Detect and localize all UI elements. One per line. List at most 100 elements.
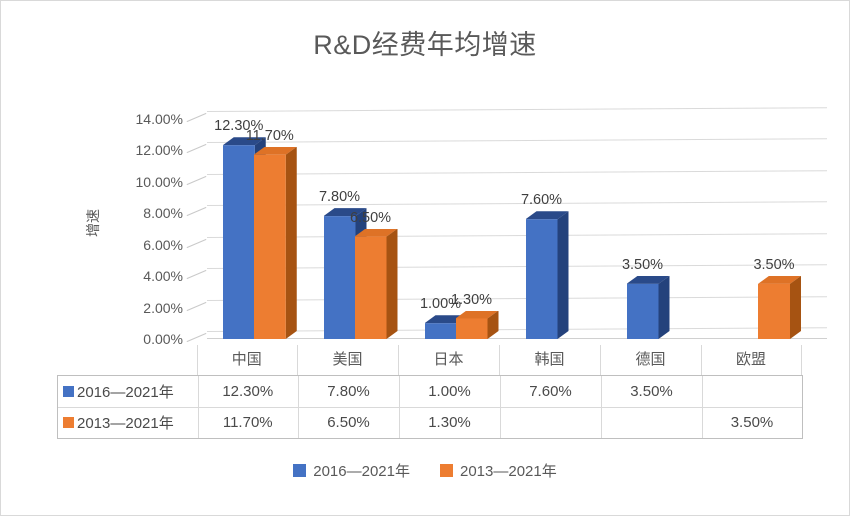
bar-front-face (626, 283, 659, 339)
y-axis-tick (186, 269, 207, 280)
bar-2013—2021年-美国 (354, 228, 398, 339)
table-cell (500, 407, 601, 438)
legend-item: 2016—2021年 (293, 460, 410, 481)
data-label: 7.80% (318, 189, 361, 206)
x-category-label: 德国 (635, 351, 666, 368)
plot-floor-edge (207, 338, 827, 339)
y-tick-label: 4.00% (143, 268, 183, 284)
table-cell: 1.00% (428, 383, 471, 400)
legend-label: 2016—2021年 (313, 463, 410, 480)
bar-top-face (424, 315, 468, 324)
legend-label: 2013—2021年 (460, 463, 557, 480)
bar-2016—2021年-德国 (626, 275, 670, 339)
y-tick-label: 8.00% (143, 205, 183, 221)
table-legend-key: 2016—2021年 (58, 376, 198, 407)
bar-top-face (222, 137, 266, 146)
grid-line (206, 295, 827, 301)
grid-line (206, 201, 827, 206)
bar-front-face (455, 318, 488, 339)
bar-front-face (424, 323, 457, 339)
y-axis-tick (186, 301, 207, 311)
chart-title: R&D经费年均增速 (313, 30, 537, 60)
y-axis-tick (186, 206, 207, 217)
bar-top-face (354, 228, 398, 237)
table-cell: 12.30% (222, 383, 274, 400)
category-divider (196, 345, 198, 375)
bar-top-face (323, 208, 367, 217)
x-category-label: 美国 (332, 351, 363, 368)
grid-line (206, 232, 827, 238)
table-row-divider (58, 407, 802, 408)
bar-front-face (525, 219, 558, 339)
category-divider (701, 345, 702, 375)
bar-2013—2021年-欧盟 (758, 275, 801, 339)
table-cell (601, 407, 702, 438)
table-cell: 7.60% (529, 383, 572, 400)
y-axis-tick (186, 238, 207, 248)
legend-key-swatch (63, 386, 74, 397)
data-label: 3.50% (753, 256, 795, 273)
y-axis-tick (186, 332, 207, 343)
bar-front-face (323, 216, 356, 339)
grid-line (206, 106, 827, 112)
grid-line (206, 169, 827, 175)
data-label: 12.30% (214, 118, 264, 135)
y-axis-tick (186, 112, 207, 122)
table-col-divider (500, 376, 501, 438)
table-cell: 3.50% (730, 414, 774, 431)
bar-2013—2021年-日本 (455, 310, 499, 339)
table-col-divider (702, 376, 703, 438)
table-col-divider (601, 376, 602, 438)
data-label: 1.00% (419, 296, 462, 313)
bar-front-face (253, 154, 286, 339)
table-cell: 3.50% (630, 383, 673, 400)
data-label: 3.50% (621, 256, 664, 273)
table-cell (702, 376, 802, 407)
bar-2016—2021年-韩国 (525, 211, 569, 339)
bar-front-face (354, 236, 387, 339)
legend-item: 2013—2021年 (440, 460, 557, 481)
category-divider (398, 345, 399, 375)
table-col-divider (197, 376, 199, 438)
table-cell: 1.30% (428, 414, 471, 431)
y-tick-label: 2.00% (143, 299, 183, 316)
y-tick-label: 12.00% (135, 142, 183, 158)
grid-line (206, 327, 827, 332)
legend-key-swatch (63, 417, 74, 428)
bar-top-face (253, 146, 297, 155)
table-legend-key: 2013—2021年 (58, 407, 198, 438)
legend-swatch (440, 464, 453, 477)
data-table: 2016—2021年 12.30% 7.80% 1.00% 7.60% 3.50% 2013… (57, 375, 803, 439)
category-divider (600, 345, 601, 375)
bar-top-face (626, 275, 670, 284)
bar-top-face (525, 211, 569, 220)
legend-key-label: 2016—2021年 (77, 384, 174, 401)
y-tick-label: 10.00% (135, 173, 183, 190)
y-tick-label: 6.00% (143, 236, 183, 253)
y-axis-tick (186, 175, 207, 185)
bar-top-face (455, 310, 499, 319)
category-divider (801, 345, 802, 375)
table-cell: 6.50% (327, 414, 370, 431)
data-label: 11.70% (245, 127, 294, 144)
x-category-label: 中国 (231, 351, 262, 368)
table-cell: 11.70% (222, 414, 273, 431)
category-divider (499, 345, 500, 375)
bar-top-face (758, 275, 801, 284)
grid-line (206, 264, 827, 269)
legend: 2016—2021年 2013—2021年 (1, 460, 849, 481)
bar-front-face (222, 145, 255, 339)
x-category-label: 欧盟 (735, 351, 766, 368)
legend-key-label: 2013—2021年 (77, 415, 174, 432)
table-col-divider (298, 376, 299, 438)
data-label: 1.30% (450, 291, 493, 308)
grid-line (206, 138, 827, 143)
table-cell: 7.80% (327, 383, 370, 400)
data-label: 6.50% (349, 209, 392, 226)
x-category-label: 韩国 (534, 351, 565, 368)
bar-2013—2021年-中国 (253, 146, 297, 339)
y-tick-label: 14.00% (135, 110, 183, 127)
data-label: 7.60% (520, 192, 563, 209)
